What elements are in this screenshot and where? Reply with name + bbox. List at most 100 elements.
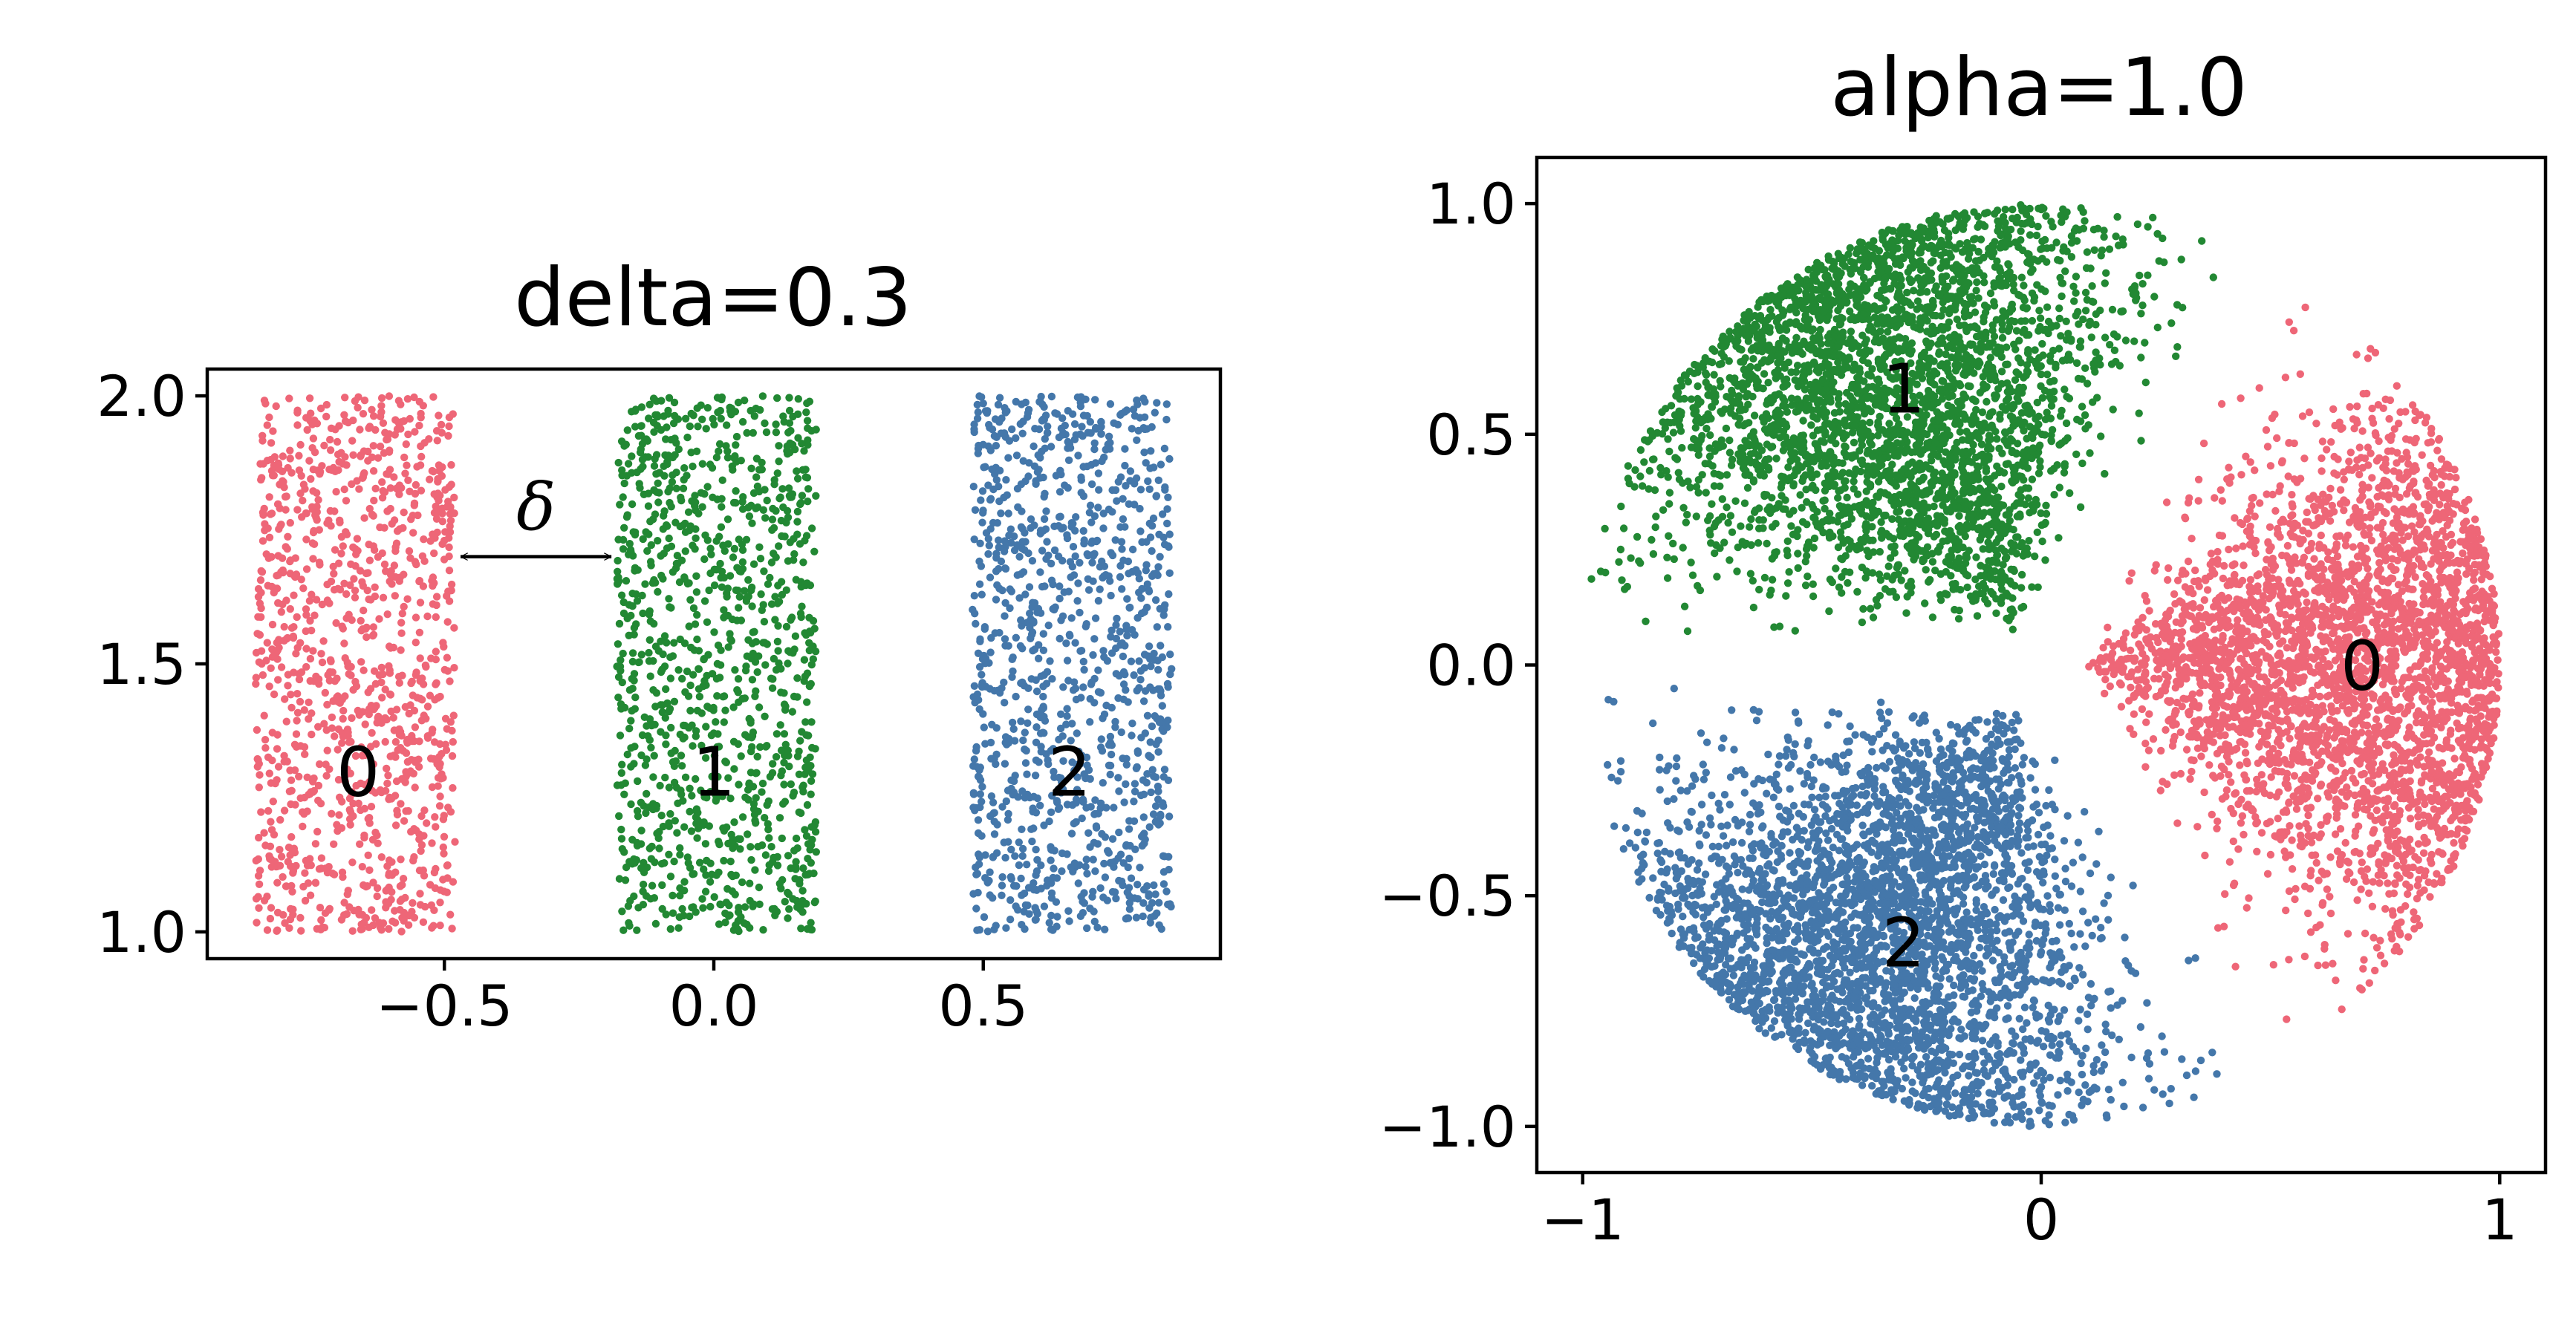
data-point (1139, 899, 1148, 907)
data-point (654, 479, 662, 487)
data-point (644, 502, 653, 510)
data-point (742, 662, 750, 671)
data-point (1039, 682, 1047, 691)
data-point (354, 403, 362, 412)
data-point (756, 555, 765, 563)
data-point (1122, 482, 1130, 490)
data-point (803, 698, 811, 706)
data-point (429, 581, 437, 590)
data-point (803, 669, 812, 677)
data-point (1086, 694, 1094, 703)
data-point (978, 393, 986, 401)
data-point (628, 835, 637, 844)
data-point (1158, 510, 1167, 518)
data-point (1135, 575, 1144, 583)
data-point (1047, 856, 1055, 864)
data-point (316, 799, 325, 808)
data-point (666, 603, 674, 611)
data-point (1021, 590, 1030, 599)
data-point (1077, 694, 1085, 702)
data-point (670, 639, 678, 647)
data-point (645, 400, 654, 408)
data-point (279, 873, 287, 881)
data-point (1030, 442, 1038, 451)
data-point (1100, 859, 1108, 868)
data-point (1001, 760, 1009, 768)
data-point (382, 904, 390, 912)
data-point (1141, 835, 1149, 844)
data-point (665, 850, 673, 859)
data-point (441, 740, 449, 749)
data-point (1165, 454, 1174, 463)
data-point (253, 919, 261, 927)
data-point (299, 584, 308, 593)
data-point (284, 671, 293, 679)
data-point (652, 451, 661, 459)
data-point (808, 743, 816, 752)
data-point (618, 678, 626, 687)
data-point (790, 789, 799, 797)
data-point (649, 515, 657, 524)
data-point (616, 501, 624, 509)
data-point (1044, 622, 1053, 630)
data-point (1047, 846, 1056, 854)
data-point (1047, 559, 1056, 568)
data-point (807, 679, 816, 688)
data-point (723, 421, 731, 429)
data-point (697, 741, 706, 750)
data-point (985, 420, 993, 429)
data-point (637, 751, 645, 760)
data-point (970, 592, 979, 600)
data-point (1132, 764, 1141, 773)
data-point (267, 439, 276, 447)
data-point (1156, 552, 1164, 561)
data-point (435, 466, 443, 475)
data-point (1053, 410, 1061, 418)
data-point (290, 766, 299, 775)
data-point (657, 571, 666, 580)
data-point (728, 615, 737, 624)
data-point (2368, 474, 2376, 482)
data-point (2190, 577, 2199, 586)
data-point (637, 422, 645, 430)
data-point (778, 767, 787, 775)
data-point (979, 506, 987, 515)
data-point (436, 492, 444, 500)
data-point (1106, 770, 1114, 779)
data-point (372, 740, 380, 748)
data-point (1165, 530, 1174, 538)
data-point (429, 530, 437, 538)
data-point (265, 493, 273, 501)
data-point (1118, 639, 1127, 648)
data-point (1088, 558, 1096, 567)
data-point (343, 890, 351, 899)
data-point (1100, 453, 1108, 462)
data-point (660, 550, 668, 558)
data-point (700, 597, 709, 605)
data-point (712, 718, 720, 726)
data-point (302, 565, 311, 573)
data-point (1125, 500, 1133, 508)
data-point (2238, 812, 2247, 821)
data-point (1090, 635, 1099, 643)
data-point (625, 724, 634, 733)
data-point (676, 635, 684, 644)
data-point (1105, 505, 1113, 514)
data-point (1106, 439, 1114, 447)
data-point (804, 498, 812, 506)
data-point (1164, 623, 1172, 631)
data-point (649, 686, 657, 694)
data-point (334, 584, 342, 593)
data-point (405, 709, 413, 718)
data-point (2318, 437, 2327, 446)
data-point (628, 657, 637, 666)
data-point (793, 518, 801, 526)
data-point (738, 505, 747, 513)
data-point (659, 822, 667, 831)
data-point (254, 613, 262, 621)
data-point (265, 533, 274, 541)
data-point (1056, 594, 1064, 603)
data-point (2188, 535, 2196, 543)
data-point (1134, 426, 1142, 435)
data-point (1067, 614, 1076, 622)
